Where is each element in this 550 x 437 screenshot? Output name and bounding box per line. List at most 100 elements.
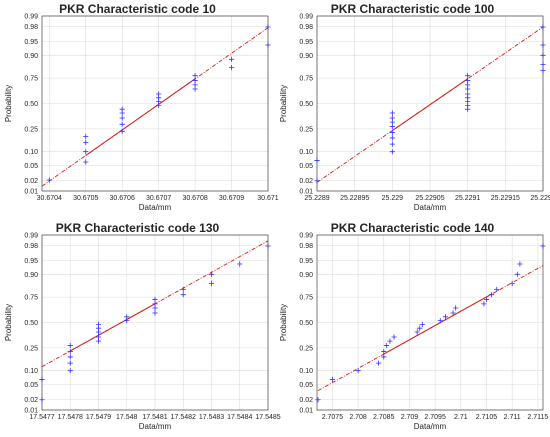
data-point <box>152 301 158 307</box>
data-point <box>450 310 456 316</box>
data-point <box>540 52 546 58</box>
x-tick-label: 2.7115 <box>527 414 548 421</box>
x-tick-label: 17.5481 <box>142 414 167 421</box>
data-point <box>192 73 198 79</box>
y-tick-label: 0.05 <box>299 163 313 170</box>
chart-svg: 0.01 0.02 0.05 0.10 0.25 0.50 0.75 0.90 0.95 0.98… <box>4 233 281 432</box>
x-tick-label: 25.22895 <box>340 195 369 202</box>
data-point <box>389 141 395 147</box>
data-point <box>389 149 395 155</box>
fit-line <box>85 78 196 156</box>
data-point <box>389 129 395 136</box>
x-tick-label: 30.6704 <box>37 195 62 202</box>
data-point <box>417 325 423 331</box>
data-point <box>389 135 395 141</box>
data-point <box>481 301 487 307</box>
data-point <box>437 318 443 324</box>
data-point <box>419 321 425 327</box>
x-tick-label: 2.7085 <box>373 414 395 421</box>
x-tick-label: 25.22905 <box>415 195 444 202</box>
panel-code-100: PKR Characteristic code 100 0.01 0.02 0.05… <box>275 0 550 218</box>
fit-line <box>383 293 492 355</box>
x-tick-label: 2.71 <box>454 414 468 421</box>
data-point <box>315 397 321 403</box>
data-point <box>152 296 158 303</box>
chart-svg: 0.01 0.02 0.05 0.10 0.25 0.50 0.75 0.90 0.95 0.98… <box>279 14 550 213</box>
panel-code-140: PKR Characteristic code 140 0.01 0.02 0.05… <box>275 219 550 437</box>
x-tick-label: 2.708 <box>349 414 367 421</box>
y-tick-label: 0.95 <box>24 39 38 46</box>
x-tick-label: 25.229 <box>382 195 404 202</box>
data-point <box>329 376 336 383</box>
data-point <box>391 334 397 340</box>
y-tick-label: 0.98 <box>24 24 38 31</box>
y-tick-label: 0.98 <box>299 24 313 31</box>
x-tick-label: 2.711 <box>504 414 521 421</box>
data-point <box>67 368 73 374</box>
data-point <box>465 73 471 79</box>
fit-line <box>392 78 468 131</box>
axes-frame <box>316 15 544 192</box>
data-point <box>465 77 471 84</box>
y-tick-label: 0.98 <box>299 243 313 250</box>
x-tick-label: 2.709 <box>401 414 419 421</box>
data-point <box>540 24 546 30</box>
y-tick-label: 0.75 <box>24 76 38 83</box>
data-point <box>540 67 546 74</box>
data-point <box>83 139 89 146</box>
x-tick-label: 25.2291 <box>455 195 480 202</box>
y-tick-label: 0.25 <box>299 126 313 133</box>
data-point <box>237 261 243 267</box>
y-axis-label: Probability <box>4 85 13 122</box>
y-tick-label: 0.50 <box>299 101 313 108</box>
y-tick-label: 0.01 <box>299 189 313 196</box>
y-tick-label: 0.90 <box>24 272 38 279</box>
data-point <box>265 243 271 249</box>
data-point <box>208 271 215 277</box>
data-point <box>540 243 546 249</box>
axes-frame <box>316 234 544 411</box>
data-point <box>180 292 186 298</box>
data-point <box>228 65 235 71</box>
data-point <box>208 280 215 287</box>
data-point <box>95 321 102 327</box>
data-point <box>95 334 102 340</box>
data-point <box>265 42 271 48</box>
y-tick-label: 0.10 <box>299 149 313 156</box>
data-point <box>67 342 73 349</box>
data-point <box>228 56 235 62</box>
y-tick-label: 0.99 <box>24 14 38 21</box>
y-tick-label: 0.02 <box>299 397 313 404</box>
y-tick-label: 0.02 <box>24 178 38 185</box>
data-point <box>67 348 73 355</box>
data-point <box>119 128 125 134</box>
x-tick-label: 30.6709 <box>219 195 244 202</box>
axes-frame <box>41 15 269 192</box>
y-tick-label: 0.05 <box>24 382 38 389</box>
data-point <box>119 106 125 112</box>
x-tick-label: 30.671 <box>257 195 279 202</box>
data-point <box>314 157 320 164</box>
y-tick-label: 0.25 <box>24 126 38 133</box>
x-tick-label: 25.22915 <box>491 195 520 202</box>
y-tick-label: 0.10 <box>299 368 313 375</box>
data-point <box>387 338 393 344</box>
data-point <box>540 61 546 68</box>
y-tick-label: 0.75 <box>24 295 38 302</box>
y-tick-label: 0.01 <box>24 189 38 196</box>
x-tick-label: 17.5483 <box>199 414 224 421</box>
y-tick-label: 0.50 <box>24 320 38 327</box>
data-point <box>514 271 520 277</box>
y-tick-label: 0.10 <box>24 149 38 156</box>
data-point <box>494 286 500 293</box>
data-point <box>381 348 387 355</box>
x-tick-label: 25.2289 <box>304 195 329 202</box>
data-point <box>465 82 471 88</box>
y-tick-label: 0.99 <box>24 233 38 240</box>
y-tick-label: 0.25 <box>299 345 313 352</box>
data-point <box>414 329 420 335</box>
y-tick-label: 0.01 <box>299 408 313 415</box>
y-tick-label: 0.02 <box>24 397 38 404</box>
y-tick-label: 0.50 <box>299 320 313 327</box>
data-point <box>46 177 52 183</box>
